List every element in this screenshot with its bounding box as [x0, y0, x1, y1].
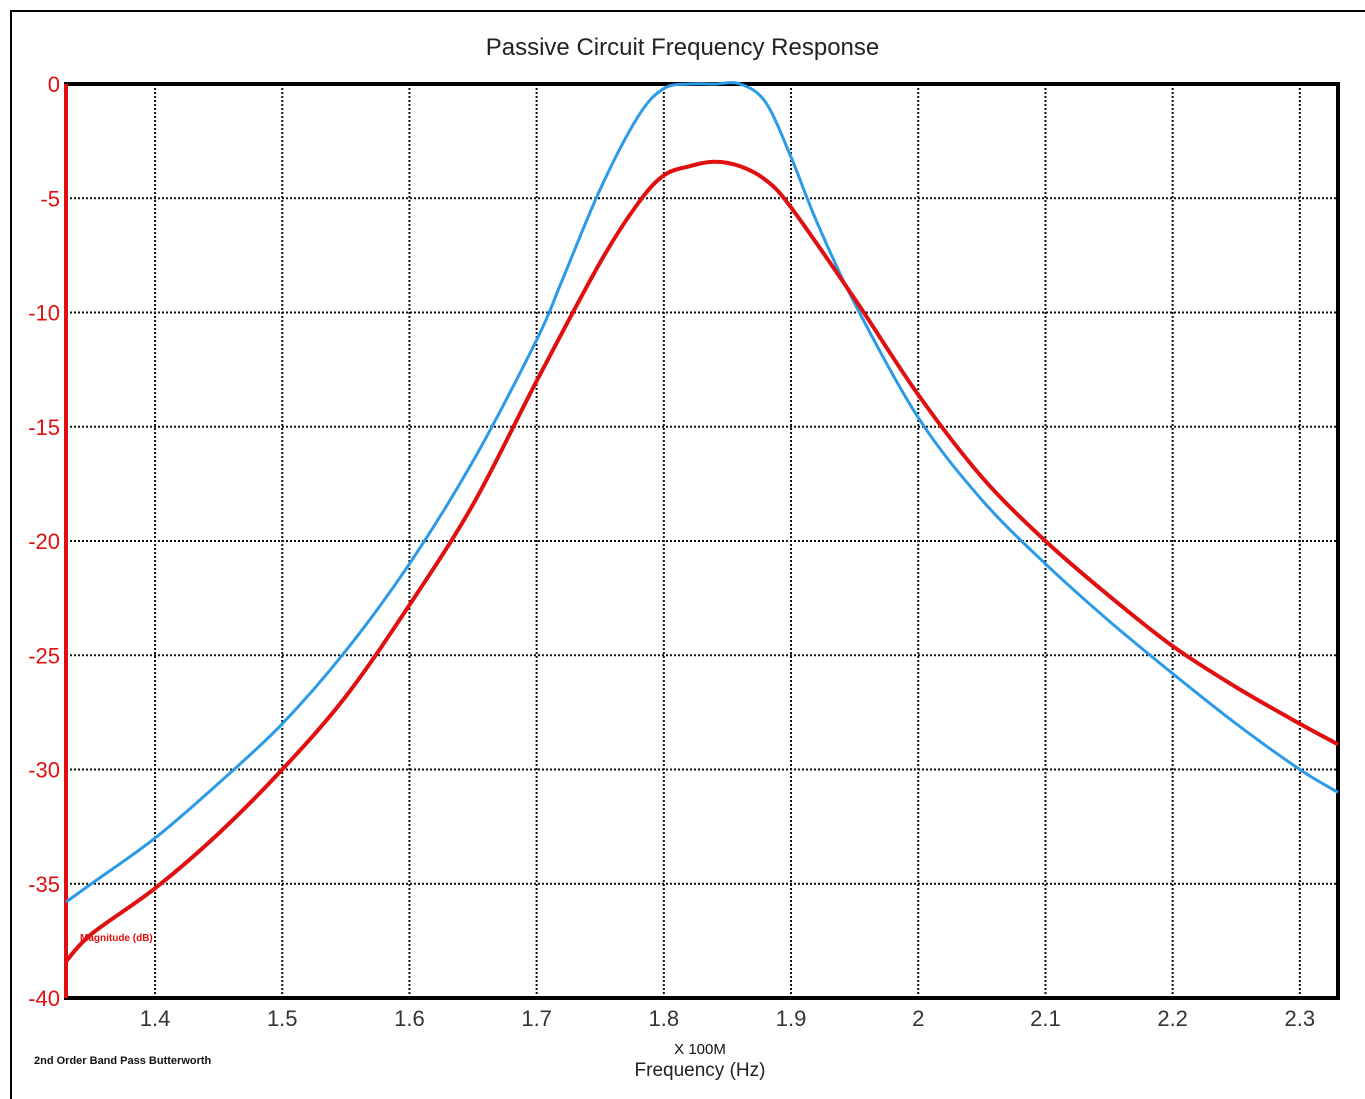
series-line-2 — [64, 159, 1339, 963]
series-line-1 — [65, 81, 1339, 904]
y-tick-label: -15 — [28, 415, 60, 440]
y-tick-label: -30 — [28, 758, 60, 783]
y-tick-label: 0 — [48, 72, 60, 97]
x-unit-label: X 100M — [674, 1041, 726, 1058]
x-tick-label: 1.9 — [776, 1006, 807, 1031]
y-tick-label: -40 — [28, 986, 60, 1011]
chart-note: 2nd Order Band Pass Butterworth — [34, 1055, 212, 1067]
y-tick-label: -5 — [40, 186, 60, 211]
x-tick-label: 2.2 — [1157, 1006, 1188, 1031]
chart-frame — [10, 10, 1365, 1099]
x-tick-label: 2 — [912, 1006, 924, 1031]
x-tick-label: 1.6 — [394, 1006, 425, 1031]
y-tick-label: -25 — [28, 643, 60, 668]
x-tick-label: 2.3 — [1285, 1006, 1316, 1031]
y-axis-label: Magnitude (dB) — [80, 933, 153, 944]
y-tick-label: -35 — [28, 872, 60, 897]
y-tick-label: -20 — [28, 529, 60, 554]
x-tick-label: 1.8 — [649, 1006, 680, 1031]
y-tick-label: -10 — [28, 301, 60, 326]
x-tick-label: 1.4 — [140, 1006, 171, 1031]
x-tick-label: 1.5 — [267, 1006, 298, 1031]
chart-title: Passive Circuit Frequency Response — [485, 34, 880, 61]
x-axis-label: Frequency (Hz) — [634, 1060, 766, 1081]
x-tick-label: 1.7 — [521, 1006, 552, 1031]
x-tick-label: 2.1 — [1030, 1006, 1061, 1031]
